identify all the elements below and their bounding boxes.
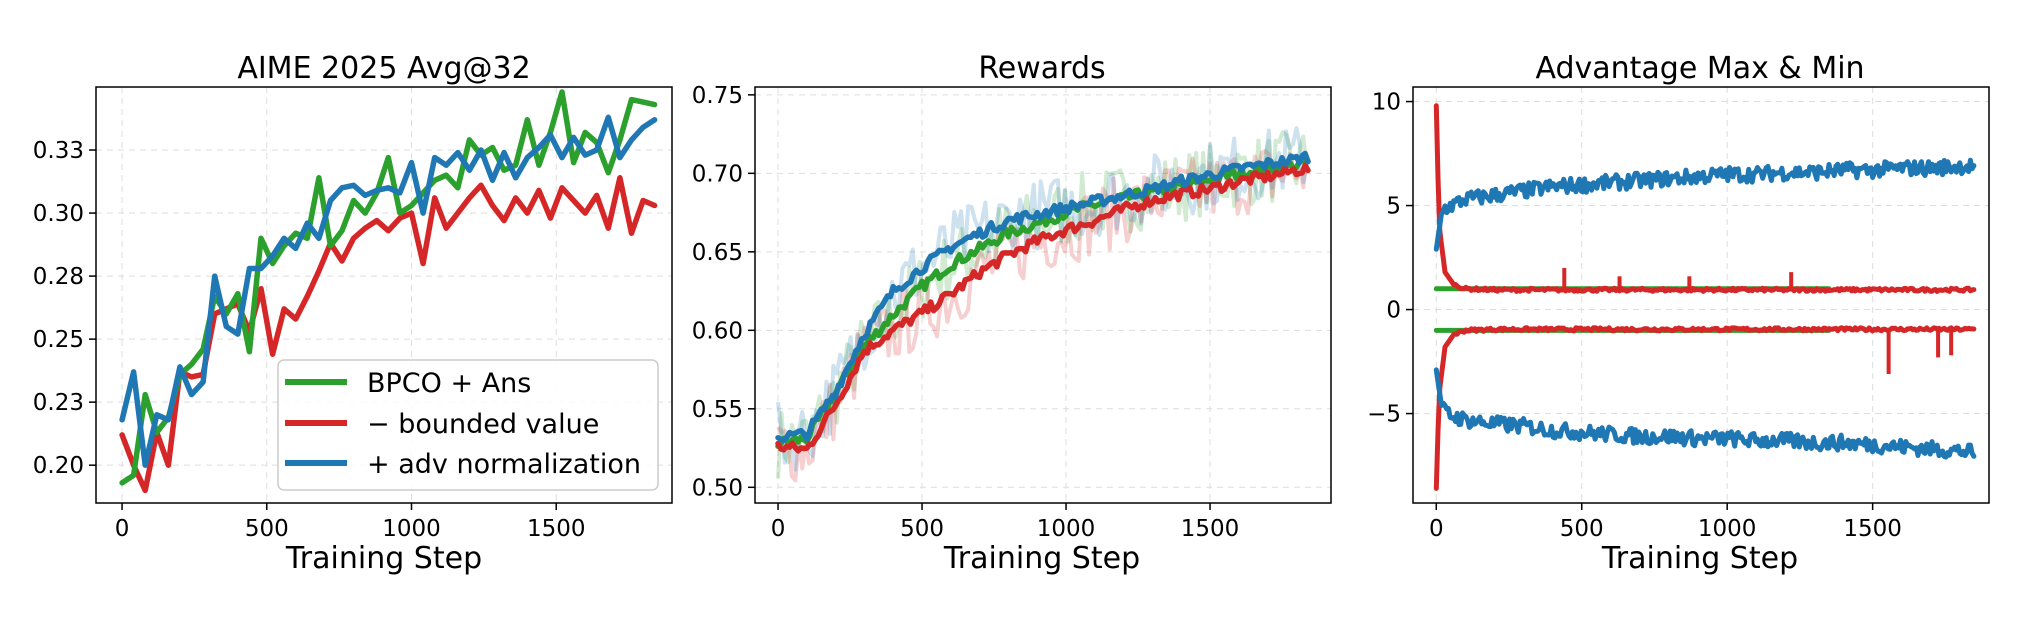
y-axis: 0.20 0.23 0.25 0.28 0.30 0.33 — [33, 138, 96, 479]
x-tick-label: 1500 — [527, 516, 586, 542]
plot-frame — [95, 86, 673, 504]
series-line — [119, 114, 658, 468]
x-tick-label: 1500 — [1181, 516, 1240, 542]
y-tick-label: 0.20 — [33, 453, 84, 479]
y-tick-label: 0.33 — [33, 138, 84, 164]
y-tick-label: 5 — [1386, 194, 1401, 220]
y-tick-label: 10 — [1372, 90, 1401, 116]
series-line — [1433, 103, 1977, 294]
x-axis: 0 500 1000 1500 — [115, 503, 586, 542]
x-tick-label: 0 — [771, 516, 786, 542]
legend: BPCO + Ans − bounded value + adv normali… — [277, 359, 659, 491]
panel-rewards: Rewards 0 500 1000 1500 0.50 0.55 0.60 0.65 0.7… — [692, 51, 1332, 576]
series-line — [775, 150, 1311, 444]
x-tick-label: 1000 — [1037, 516, 1096, 542]
y-tick-label: 0.23 — [33, 390, 84, 416]
x-tick-label: 1500 — [1843, 516, 1902, 542]
x-axis-label: Training Step — [285, 541, 482, 576]
x-tick-label: 500 — [1560, 516, 1604, 542]
series-lines — [119, 89, 658, 494]
x-axis-label: Training Step — [943, 541, 1140, 576]
x-axis-label: Training Step — [1601, 541, 1798, 576]
x-axis: 0 500 1000 1500 — [771, 503, 1240, 542]
y-tick-label: 0 — [1386, 298, 1401, 324]
x-tick-label: 500 — [900, 516, 944, 542]
chart-title: Advantage Max & Min — [1535, 51, 1864, 86]
y-tick-label: 0.55 — [692, 397, 743, 423]
chart-title: AIME 2025 Avg@32 — [237, 51, 530, 86]
y-tick-label: 0.30 — [33, 201, 84, 227]
chart-title: Rewards — [978, 51, 1105, 86]
x-tick-label: 1000 — [382, 516, 441, 542]
series-lines — [775, 150, 1311, 454]
y-axis: −5 0 5 10 — [1367, 90, 1413, 428]
y-tick-label: −5 — [1367, 402, 1401, 428]
y-tick-label: 0.28 — [33, 264, 84, 290]
panel-aime: AIME 2025 Avg@32 0 500 1000 1500 0.200.230.… — [33, 51, 673, 576]
legend-label-1: − bounded value — [367, 409, 599, 440]
series-line — [775, 162, 1311, 454]
y-tick-label: 0.65 — [692, 240, 743, 266]
y-tick-label: 0.75 — [692, 83, 743, 109]
series-lines — [1433, 103, 1977, 491]
legend-label-2: + adv normalization — [367, 449, 641, 480]
x-tick-label: 500 — [245, 516, 289, 542]
y-axis: 0.50 0.55 0.60 0.65 0.70 0.75 — [692, 83, 755, 501]
plot-frame — [1412, 86, 1990, 504]
x-tick-label: 0 — [1429, 516, 1444, 542]
y-tick-label: 0.25 — [33, 327, 84, 353]
panel-advantage: Advantage Max & Min 0 500 1000 1500 −50510 … — [1367, 51, 1990, 576]
x-axis: 0 500 1000 1500 — [1429, 503, 1902, 542]
y-tick-label: 0.60 — [692, 318, 743, 344]
legend-box — [277, 359, 659, 491]
x-tick-label: 0 — [115, 516, 130, 542]
y-tick-label: 0.50 — [692, 475, 743, 501]
x-tick-label: 1000 — [1698, 516, 1757, 542]
y-tick-label: 0.70 — [692, 161, 743, 187]
grid — [755, 87, 1331, 503]
series-line — [1433, 157, 1977, 252]
plot-frame — [754, 86, 1332, 504]
series-line — [1433, 367, 1977, 460]
legend-label-0: BPCO + Ans — [367, 368, 531, 399]
series-line — [1433, 325, 1977, 491]
